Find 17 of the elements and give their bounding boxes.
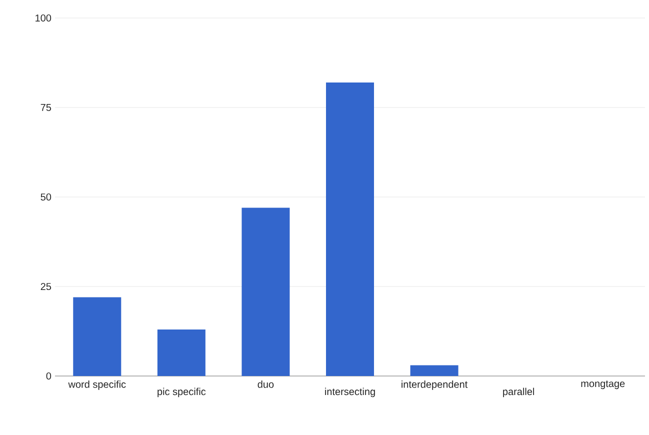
y-tick-label: 25 <box>40 282 52 290</box>
bar <box>73 297 122 376</box>
x-tick-label: interdependent <box>402 380 468 390</box>
y-tick-label: 75 <box>40 104 52 111</box>
bar <box>242 208 290 376</box>
x-tick-label: duo <box>258 380 274 388</box>
x-tick-label: word specific <box>68 380 126 390</box>
x-tick-label: parallel <box>503 388 534 398</box>
x-tick-label: intersecting <box>325 388 375 398</box>
y-tick-label: 100 <box>36 14 52 22</box>
x-tick-label: mongtage <box>581 380 625 390</box>
bar <box>326 82 374 376</box>
y-tick-label: 50 <box>40 193 52 201</box>
bar <box>410 365 458 376</box>
bar <box>157 329 206 376</box>
x-tick-label: pic specific <box>158 388 206 398</box>
y-tick-label: 0 <box>46 372 52 380</box>
